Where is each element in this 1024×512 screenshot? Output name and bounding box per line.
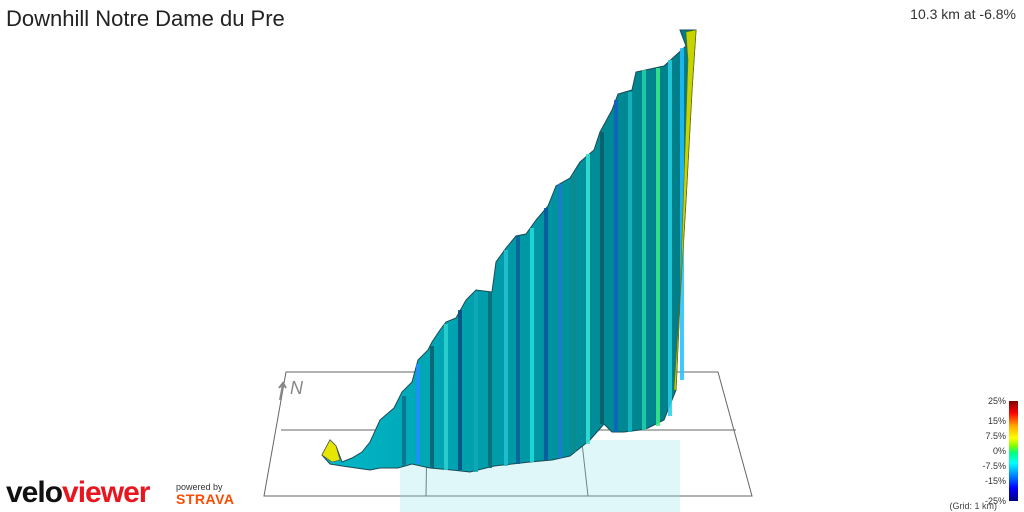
powered-by-label: powered by [176,482,223,492]
route-summary: 10.3 km at -6.8% [910,6,1016,22]
legend-label: -15% [984,476,1006,486]
page-title: Downhill Notre Dame du Pre [6,6,285,31]
legend-label: 25% [987,396,1006,406]
strava-badge[interactable]: powered by STRAVA [176,483,234,508]
gradient-color-bar [1009,401,1018,501]
elevation-profile-wall [321,29,697,473]
gradient-legend: 25% 15% 7.5% 0% -7.5% -15% -25% [940,396,1020,506]
legend-label: 15% [987,416,1006,426]
strava-logo: STRAVA [176,491,235,507]
north-label: N [290,378,303,398]
north-arrow-icon[interactable] [274,380,308,402]
logo-velo: velo [6,476,63,509]
legend-label: 0% [992,446,1006,456]
logo-viewer: viewer [62,476,150,509]
grid-note: (Grid: 1 km) [949,501,997,511]
veloviewer-logo[interactable]: veloviewer [6,476,150,510]
legend-label: 7.5% [985,431,1006,441]
legend-label: -7.5% [982,461,1006,471]
legend-label: -25% [984,496,1006,506]
